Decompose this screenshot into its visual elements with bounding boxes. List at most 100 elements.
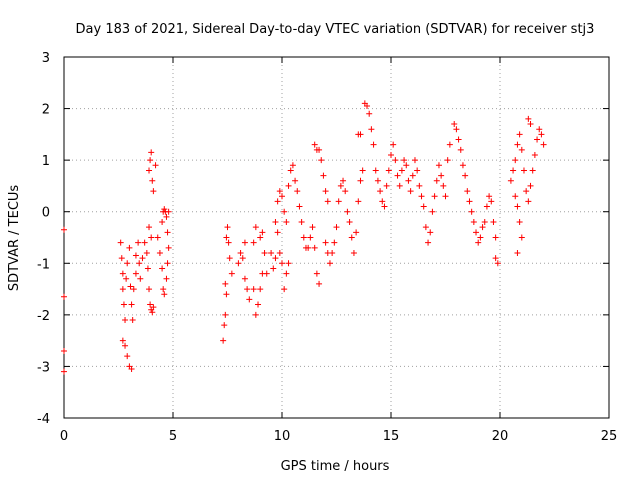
data-point (272, 255, 279, 262)
data-point (237, 249, 244, 256)
data-point (257, 286, 264, 293)
data-point (324, 198, 331, 205)
x-tick-label: 5 (169, 429, 177, 444)
data-point (355, 198, 362, 205)
data-point (279, 260, 285, 267)
x-axis-label: GPS time / hours (281, 459, 390, 474)
data-point (261, 249, 268, 256)
data-point (128, 301, 135, 308)
data-point (405, 177, 412, 184)
data-point (272, 219, 279, 226)
data-point (61, 368, 67, 375)
data-point (250, 286, 257, 293)
y-tick-label: -4 (37, 412, 50, 427)
data-point (523, 188, 530, 195)
y-tick-label: -1 (37, 257, 50, 272)
data-point (149, 177, 156, 184)
data-point (344, 208, 351, 215)
data-point (333, 224, 340, 231)
data-point (283, 270, 290, 277)
data-point (411, 157, 418, 164)
grid-lines (64, 57, 609, 418)
data-point (270, 265, 277, 272)
data-point (149, 309, 156, 316)
data-point (150, 304, 157, 311)
data-point (427, 229, 434, 236)
data-point (455, 136, 462, 143)
data-point (119, 337, 126, 344)
data-point (263, 270, 270, 277)
data-point (281, 286, 288, 293)
data-point (296, 203, 303, 210)
data-point (514, 141, 521, 148)
data-point (148, 149, 155, 156)
data-point (488, 198, 495, 205)
data-point (527, 121, 534, 128)
data-point (483, 203, 490, 210)
data-point (147, 301, 154, 308)
data-point (124, 260, 131, 267)
data-point (119, 270, 126, 277)
data-point (285, 260, 292, 267)
data-point (396, 182, 403, 189)
y-tick-label: 1 (42, 154, 50, 169)
axis-ticks (63, 56, 610, 419)
data-point (379, 198, 386, 205)
data-point (311, 244, 318, 251)
data-point (440, 182, 447, 189)
data-point (394, 172, 401, 179)
y-tick-label: -2 (37, 309, 50, 324)
data-point (422, 224, 429, 231)
data-point (431, 193, 438, 200)
data-point (123, 275, 130, 282)
data-point (353, 229, 360, 236)
data-point (337, 182, 344, 189)
data-point (241, 275, 248, 282)
data-point (136, 260, 143, 267)
data-point (146, 286, 153, 293)
data-point (477, 234, 484, 241)
data-point (130, 286, 137, 293)
data-point (407, 188, 414, 195)
data-point (326, 260, 333, 267)
data-point (322, 188, 329, 195)
y-axis-label: SDTVAR / TECUs (7, 185, 22, 292)
x-tick-label: 15 (383, 429, 400, 444)
data-point (385, 167, 392, 174)
y-tick-label: 2 (42, 103, 50, 118)
data-point (403, 162, 410, 169)
data-point (466, 198, 473, 205)
data-point (159, 265, 166, 272)
data-point (250, 239, 257, 246)
data-point (444, 157, 451, 164)
data-point (285, 182, 292, 189)
data-point (159, 219, 166, 226)
data-point (481, 219, 488, 226)
data-point (514, 203, 521, 210)
data-point (429, 208, 436, 215)
data-point (220, 337, 227, 344)
data-point (510, 167, 517, 174)
x-tick-label: 10 (274, 429, 291, 444)
data-point (468, 208, 475, 215)
data-point (294, 188, 301, 195)
data-point (390, 141, 397, 148)
chart-title: Day 183 of 2021, Sidereal Day-to-day VTE… (76, 22, 595, 37)
data-point (148, 234, 155, 241)
data-point (225, 239, 232, 246)
data-point (335, 198, 342, 205)
data-point (276, 188, 283, 195)
data-point (161, 291, 168, 298)
data-point (357, 177, 364, 184)
data-point (473, 229, 480, 236)
data-point (368, 126, 375, 133)
data-point (381, 203, 388, 210)
data-point (540, 141, 547, 148)
data-point (222, 280, 229, 287)
data-point (147, 157, 154, 164)
data-point (126, 244, 133, 251)
data-point (512, 193, 519, 200)
data-point (135, 239, 142, 246)
y-tick-label: 3 (42, 51, 50, 66)
